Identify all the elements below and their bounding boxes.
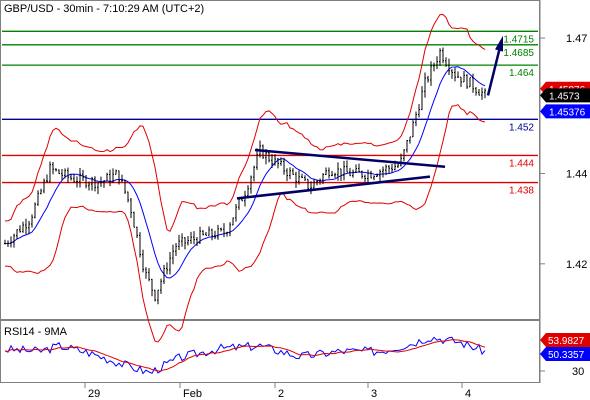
price-badge-label: 1.4573 bbox=[549, 91, 580, 102]
y-tick-label: 1.47 bbox=[566, 33, 587, 45]
x-tick-label: 2 bbox=[278, 388, 284, 400]
rsi-panel-frame bbox=[0, 320, 540, 383]
rsi-badge-label: 53.9827 bbox=[548, 336, 585, 347]
x-tick-label: 29 bbox=[88, 388, 100, 400]
forecast-arrow bbox=[486, 35, 503, 96]
rsi-title: RSI14 - 9MA bbox=[4, 326, 68, 338]
chart-title: GBP/USD - 30min - 7:10:29 AM (UTC+2) bbox=[4, 3, 204, 15]
bollinger-bands bbox=[4, 14, 486, 343]
level-lines: 1.4715 1.4685 1.464 1.452 1.444 1.438 bbox=[2, 30, 538, 197]
support-trendline bbox=[236, 175, 431, 200]
price-badge bbox=[540, 104, 590, 119]
rsi-tick-label: 30 bbox=[572, 366, 584, 378]
level-label: 1.438 bbox=[509, 186, 534, 197]
bollinger-upper bbox=[4, 14, 486, 232]
x-tick-label: 3 bbox=[371, 388, 377, 400]
level-label: 1.452 bbox=[509, 122, 534, 133]
price-candles bbox=[4, 47, 486, 305]
y-tick-label: 1.44 bbox=[566, 169, 587, 181]
x-tick-label: Feb bbox=[183, 388, 202, 400]
rsi-badge bbox=[540, 333, 590, 347]
rsi-badge bbox=[540, 347, 590, 361]
rsi-badge-label: 50.3357 bbox=[548, 350, 585, 361]
rsi-badges: 30 53.9827 50.3357 bbox=[540, 333, 590, 378]
price-badge bbox=[540, 88, 590, 103]
arrow-head bbox=[495, 35, 503, 52]
arrow-shaft bbox=[486, 46, 502, 96]
level-label: 1.464 bbox=[509, 68, 534, 79]
resistance-trendline bbox=[254, 148, 446, 168]
trendlines bbox=[236, 148, 446, 200]
rsi-lines bbox=[4, 336, 486, 375]
price-badge-label: 1.45376 bbox=[549, 107, 586, 118]
rsi-ma-line bbox=[4, 339, 486, 372]
x-axis: 29 Feb 2 3 4 bbox=[84, 383, 471, 400]
level-label: 1.4715 bbox=[503, 34, 534, 45]
x-tick-label: 4 bbox=[465, 388, 471, 400]
price-y-axis: 1.47 1.44 1.42 bbox=[540, 33, 587, 271]
level-label: 1.4685 bbox=[503, 48, 534, 59]
bollinger-lower bbox=[4, 104, 486, 343]
y-tick-label: 1.42 bbox=[566, 259, 587, 271]
rsi-line bbox=[4, 336, 486, 375]
level-label: 1.444 bbox=[509, 158, 534, 169]
